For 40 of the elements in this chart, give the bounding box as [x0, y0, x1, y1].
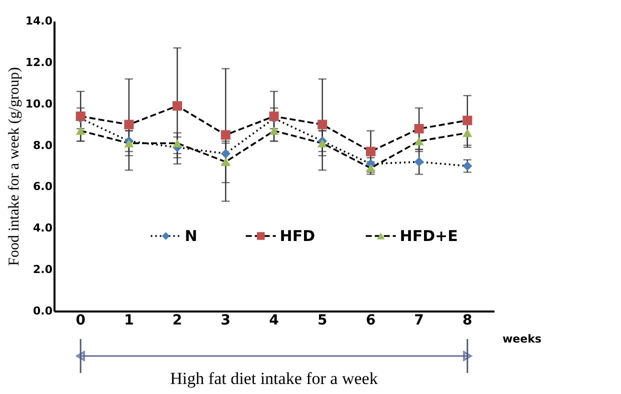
y-tick-label: 0.0	[33, 304, 53, 318]
point	[269, 126, 279, 135]
point	[172, 139, 182, 148]
text: High fat diet intake for a week	[170, 369, 378, 388]
point	[220, 148, 230, 158]
x-tick-label: 5	[317, 312, 328, 328]
y-tick-label: 10.0	[25, 97, 53, 110]
x-tick-label: 1	[124, 312, 134, 328]
y-tick-label: 8.0	[33, 138, 53, 152]
x-tick-label: 7	[414, 312, 424, 328]
point	[220, 130, 230, 140]
y-tick-label: 2.0	[33, 263, 53, 276]
point	[220, 158, 230, 166]
x-tick-label: 8	[462, 312, 472, 328]
point	[124, 120, 134, 130]
point	[414, 157, 424, 167]
x-axis-title: weeks	[502, 332, 542, 346]
x-tick-label: 2	[172, 312, 182, 328]
x-tick-label: 0	[76, 312, 86, 328]
legend-label: HFD+E	[400, 227, 458, 245]
point	[124, 139, 134, 148]
y-axis-title: Food intake for a week (g/group)	[6, 67, 22, 266]
point	[172, 101, 182, 111]
legend-label: N	[184, 227, 198, 245]
legend-label: HFD	[280, 227, 316, 245]
x-tick-label: 6	[366, 312, 376, 328]
y-tick-label: 14.0	[25, 14, 53, 28]
point	[76, 126, 86, 135]
point	[366, 146, 376, 156]
y-tick-label: 6.0	[33, 180, 53, 194]
point	[462, 128, 472, 137]
point	[414, 124, 424, 134]
point	[414, 137, 424, 146]
y-tick-label: 4.0	[33, 222, 53, 235]
point	[318, 139, 328, 148]
y-tick-label: 12.0	[25, 56, 53, 69]
x-tick-label: 3	[220, 312, 231, 328]
x-tick-label: 4	[269, 312, 280, 328]
point	[462, 116, 472, 126]
point	[318, 120, 328, 130]
